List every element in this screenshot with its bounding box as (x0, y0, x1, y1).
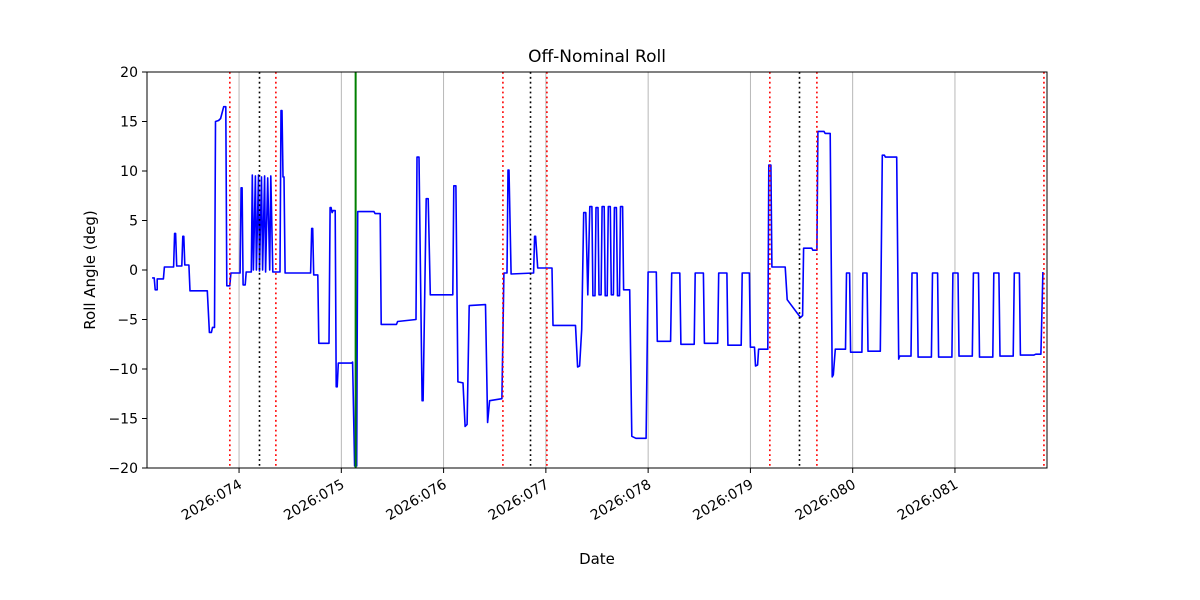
x-axis-label: Date (579, 550, 615, 568)
data-series (152, 105, 1044, 467)
y-tick-label: −15 (108, 412, 138, 428)
event-markers (229, 72, 1045, 468)
chart-title: Off-Nominal Roll (528, 47, 666, 67)
roll-angle-series-line (152, 105, 1044, 467)
y-tick-label: 20 (120, 65, 138, 81)
y-tick-label: −10 (108, 362, 138, 378)
y-axis-label: Roll Angle (deg) (81, 210, 99, 329)
y-tick-label: −20 (108, 461, 138, 477)
y-tick-label: −5 (117, 313, 138, 329)
y-tick-label: 5 (129, 214, 138, 230)
y-tick-label: 0 (129, 263, 138, 279)
y-tick-label: 15 (120, 115, 138, 131)
gridlines (238, 72, 956, 468)
y-tick-label: 10 (120, 164, 138, 180)
